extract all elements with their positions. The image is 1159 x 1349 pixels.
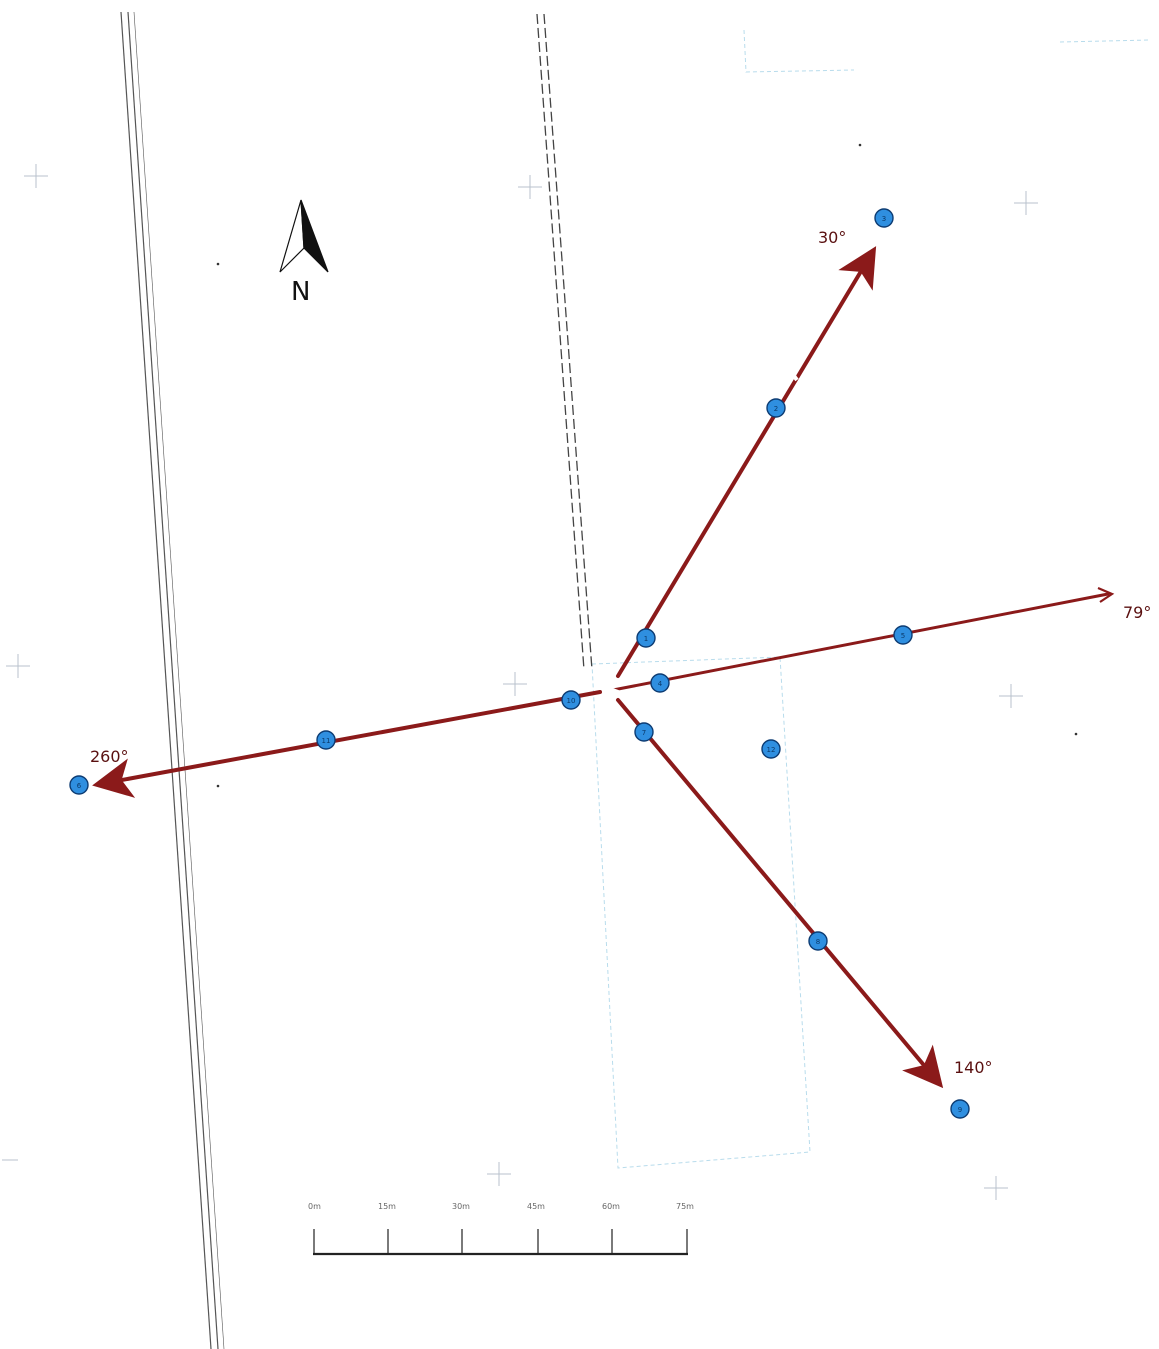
bearing-79-label: 79° <box>1123 603 1151 622</box>
north-arrow: N <box>279 199 329 307</box>
survey-point-4-label: 4 <box>658 680 663 688</box>
grid-crosses <box>2 164 1038 1200</box>
survey-point-8[interactable]: 8 <box>808 931 828 951</box>
north-arrow-left-half <box>279 199 305 273</box>
scale-tick-30: 30m <box>452 1202 470 1211</box>
scale-tick-45: 45m <box>527 1202 545 1211</box>
center-gap-2 <box>789 370 799 382</box>
survey-point-7-label: 7 <box>642 729 646 737</box>
bearing-arrows <box>92 246 1110 1089</box>
scale-tick-60: 60m <box>602 1202 620 1211</box>
survey-point-1[interactable]: 1 <box>636 628 656 648</box>
survey-point-12-label: 12 <box>767 746 776 754</box>
survey-points: 3 2 1 5 4 10 7 12 11 6 8 9 <box>69 208 970 1119</box>
road-double-line <box>120 11 225 1349</box>
survey-point-3[interactable]: 3 <box>874 208 894 228</box>
survey-point-3-label: 3 <box>882 215 886 223</box>
north-letter: N <box>291 277 310 307</box>
dashed-track <box>536 13 593 671</box>
bearing-30-label: 30° <box>818 228 846 247</box>
scale-tick-75: 75m <box>676 1202 694 1211</box>
survey-point-4[interactable]: 4 <box>650 673 670 693</box>
arrow-30 <box>616 246 877 678</box>
scale-bar: 0m 15m 30m 45m 60m 75m <box>308 1202 694 1256</box>
survey-point-9[interactable]: 9 <box>950 1099 970 1119</box>
scale-tick-15: 15m <box>378 1202 396 1211</box>
bearing-labels: 30° 79° 140° 260° <box>90 228 1151 1077</box>
arrow-260 <box>92 690 602 798</box>
map-specks <box>216 143 1078 788</box>
survey-point-11-label: 11 <box>322 737 331 745</box>
survey-point-1-label: 1 <box>644 635 648 643</box>
survey-point-6[interactable]: 6 <box>69 775 89 795</box>
survey-point-5[interactable]: 5 <box>893 625 913 645</box>
bearing-260-label: 260° <box>90 747 129 766</box>
survey-point-12[interactable]: 12 <box>761 739 781 759</box>
survey-point-2[interactable]: 2 <box>766 398 786 418</box>
survey-point-6-label: 6 <box>77 782 82 790</box>
survey-point-8-label: 8 <box>816 938 820 946</box>
survey-point-7[interactable]: 7 <box>634 722 654 742</box>
survey-point-2-label: 2 <box>774 405 778 413</box>
survey-point-11[interactable]: 11 <box>316 730 336 750</box>
arrow-140 <box>616 698 944 1089</box>
center-gap <box>599 683 623 697</box>
survey-point-5-label: 5 <box>901 632 905 640</box>
survey-point-9-label: 9 <box>958 1106 962 1114</box>
survey-point-10-label: 10 <box>567 697 576 705</box>
arrow-79-head <box>1097 586 1115 603</box>
bearing-140-label: 140° <box>954 1058 993 1077</box>
scale-tick-0: 0m <box>308 1202 321 1211</box>
arrow-79 <box>611 592 1110 692</box>
survey-point-10[interactable]: 10 <box>561 690 581 710</box>
parcel-boundaries <box>591 29 1151 1169</box>
north-arrow-right-half <box>300 199 329 273</box>
